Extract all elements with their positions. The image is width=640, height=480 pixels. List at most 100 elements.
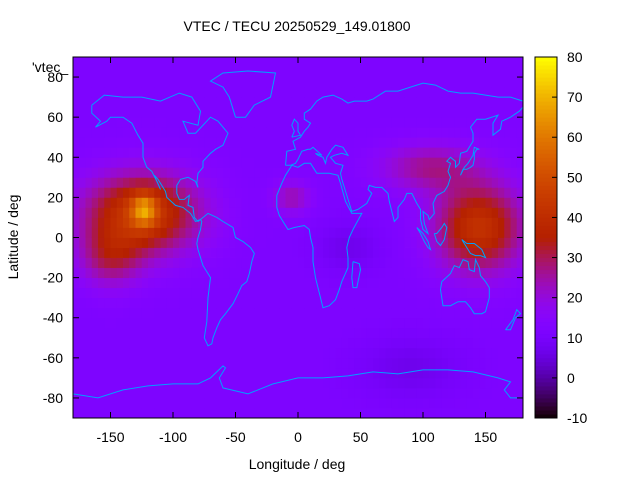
heatmap-cell (448, 257, 455, 268)
heatmap-cell (216, 77, 224, 88)
colorbar-segment (535, 177, 557, 182)
heatmap-cell (329, 277, 336, 289)
coastline-path (416, 227, 432, 251)
heatmap-cell (291, 247, 299, 258)
heatmap-cell (329, 257, 336, 268)
heatmap-cell (154, 357, 161, 369)
heatmap-cell (341, 367, 349, 379)
heatmap-cell (141, 307, 149, 319)
heatmap-cell (316, 197, 324, 208)
heatmap-cell (210, 67, 218, 78)
heatmap-cell (466, 297, 474, 309)
heatmap-cell (273, 337, 280, 349)
heatmap-cell (204, 357, 211, 369)
heatmap-cell (98, 77, 105, 88)
heatmap-cell (398, 287, 405, 299)
colorbar-segment (535, 369, 557, 375)
heatmap-cell (148, 287, 155, 299)
heatmap-cell (273, 137, 280, 148)
heatmap-cell (448, 147, 455, 158)
heatmap-cell (185, 187, 193, 198)
heatmap-cell (116, 177, 124, 188)
heatmap-cell (141, 127, 149, 138)
heatmap-cell (166, 307, 174, 319)
heatmap-cell (510, 237, 518, 248)
heatmap-cell (260, 297, 268, 309)
heatmap-cell (85, 167, 93, 178)
heatmap-cell (291, 127, 299, 138)
heatmap-cell (154, 257, 161, 268)
heatmap-cell (198, 147, 205, 158)
heatmap-cell (229, 377, 236, 389)
heatmap-cell (298, 107, 305, 118)
heatmap-cell (454, 337, 461, 349)
heatmap-cell (435, 177, 443, 188)
heatmap-cell (379, 217, 386, 228)
heatmap-cell (366, 147, 374, 158)
heatmap-cell (154, 217, 161, 228)
heatmap-cell (510, 77, 518, 88)
heatmap-cell (466, 347, 474, 359)
heatmap-cell (304, 177, 311, 188)
heatmap-cell (135, 357, 143, 369)
heatmap-cell (129, 147, 136, 158)
heatmap-cell (416, 387, 424, 399)
heatmap-cell (498, 197, 505, 208)
heatmap-cell (98, 287, 105, 299)
heatmap-cell (510, 307, 518, 319)
heatmap-cell (491, 357, 499, 369)
heatmap-cell (429, 137, 436, 148)
heatmap-cell (273, 287, 280, 299)
heatmap-cell (266, 197, 274, 208)
heatmap-cell (241, 397, 249, 409)
heatmap-cell (316, 407, 324, 419)
heatmap-cell (310, 247, 318, 258)
heatmap-cell (154, 297, 161, 309)
heatmap-cell (85, 177, 93, 188)
heatmap-cell (329, 147, 336, 158)
heatmap-cell (516, 217, 524, 228)
heatmap-cell (379, 107, 386, 118)
heatmap-cell (191, 217, 199, 228)
heatmap-cell (373, 327, 380, 339)
heatmap-cell (110, 267, 118, 279)
heatmap-cell (360, 377, 368, 389)
heatmap-cell (423, 187, 430, 198)
heatmap-cell (323, 307, 330, 319)
heatmap-cell (441, 77, 449, 88)
heatmap-cell (360, 387, 368, 399)
heatmap-cell (373, 307, 380, 319)
heatmap-cell (254, 317, 261, 329)
heatmap-cell (291, 387, 299, 399)
heatmap-cell (398, 337, 405, 349)
heatmap-cell (404, 157, 411, 168)
heatmap-cell (360, 197, 368, 208)
heatmap-cell (329, 217, 336, 228)
heatmap-cell (129, 207, 136, 218)
heatmap-cell (516, 107, 524, 118)
heatmap-cell (473, 67, 480, 78)
heatmap-cell (335, 327, 343, 339)
heatmap-cell (373, 57, 380, 68)
heatmap-cell (123, 387, 130, 399)
heatmap-cell (273, 77, 280, 88)
heatmap-cell (498, 267, 505, 279)
heatmap-cell (179, 127, 186, 138)
heatmap-cell (266, 237, 274, 248)
heatmap-cell (173, 107, 180, 118)
heatmap-cell (510, 97, 518, 108)
heatmap-cell (391, 287, 399, 299)
heatmap-cell (73, 97, 80, 108)
heatmap-cell (166, 67, 174, 78)
heatmap-cell (510, 297, 518, 309)
heatmap-cell (266, 107, 274, 118)
colorbar-segment (535, 57, 557, 62)
heatmap-cell (248, 177, 255, 188)
heatmap-cell (435, 207, 443, 218)
heatmap-cell (498, 97, 505, 108)
heatmap-cell (429, 397, 436, 409)
heatmap-cell (329, 267, 336, 279)
heatmap-cell (129, 97, 136, 108)
colorbar-segment (535, 165, 557, 170)
heatmap-cell (335, 117, 343, 128)
